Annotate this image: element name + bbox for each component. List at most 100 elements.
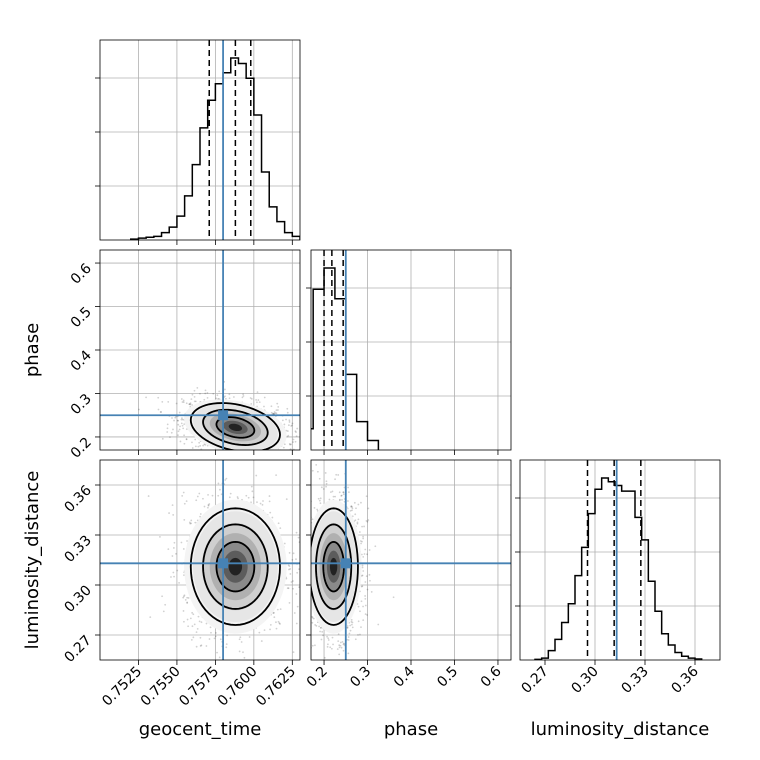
sample-point (167, 548, 170, 550)
sample-point (289, 443, 292, 446)
sample-point (185, 500, 188, 502)
x-tick-label: 0.7600 (215, 664, 261, 710)
sample-point (264, 455, 266, 457)
sample-point (351, 626, 354, 629)
sample-point (325, 480, 328, 483)
sample-point (275, 412, 278, 415)
sample-point (210, 451, 212, 453)
sample-point (177, 419, 179, 422)
sample-point (283, 443, 286, 446)
contour-line (202, 523, 269, 610)
sample-point (302, 421, 304, 423)
sample-point (338, 646, 341, 649)
sample-point (317, 497, 320, 500)
sample-point (316, 508, 319, 511)
sample-point (361, 585, 364, 588)
sample-point (200, 448, 203, 450)
sample-point (180, 398, 183, 400)
sample-point (181, 424, 184, 427)
sample-point (301, 512, 303, 514)
x-tick-label: 0.3 (347, 664, 374, 691)
sample-point (297, 602, 299, 604)
sample-point (357, 605, 360, 608)
sample-point (208, 638, 211, 640)
sample-point (311, 621, 314, 624)
sample-point (277, 409, 279, 411)
sample-point (351, 515, 354, 518)
sample-point (228, 397, 231, 400)
sample-point (340, 494, 343, 497)
sample-point (185, 438, 188, 441)
truth-marker (218, 410, 229, 421)
sample-point (288, 551, 291, 554)
sample-point (336, 648, 339, 651)
sample-point (250, 397, 253, 400)
sample-point (295, 531, 298, 534)
sample-point (311, 644, 314, 647)
sample-point (253, 456, 255, 458)
sample-point (366, 553, 368, 556)
sample-point (289, 568, 292, 570)
sample-point (315, 624, 318, 627)
sample-point (347, 652, 350, 655)
sample-point (287, 564, 290, 567)
sample-point (286, 587, 289, 590)
sample-point (199, 636, 202, 639)
sample-point (193, 396, 196, 398)
sample-point (301, 656, 303, 658)
sample-point (307, 568, 309, 570)
sample-point (364, 597, 367, 600)
sample-point (355, 507, 357, 510)
panel-frame (99, 39, 301, 241)
sample-point (294, 571, 296, 573)
sample-point (283, 542, 286, 545)
sample-point (291, 558, 294, 561)
sample-point (331, 636, 334, 639)
sample-point (265, 457, 267, 459)
sample-point (307, 558, 309, 560)
sample-point (302, 525, 304, 527)
panel-frame (519, 459, 721, 661)
sample-point (351, 507, 354, 510)
sample-point (314, 644, 316, 647)
sample-point (338, 653, 341, 656)
sample-point (356, 603, 359, 605)
sample-point (252, 496, 255, 499)
density-shading (311, 499, 362, 634)
sample-point (208, 503, 211, 505)
sample-point (306, 537, 308, 539)
sample-point (361, 564, 364, 567)
sample-point (194, 400, 197, 403)
sample-point (354, 638, 357, 641)
sample-point (354, 519, 357, 522)
sample-point (341, 498, 343, 501)
sample-point (327, 637, 330, 640)
sample-point (307, 638, 309, 640)
sample-point (183, 502, 186, 505)
sample-point (179, 425, 181, 428)
sample-point (337, 474, 340, 476)
sample-point (259, 502, 262, 505)
sample-point (322, 634, 324, 637)
sample-point (301, 586, 303, 588)
sample-point (292, 552, 295, 555)
sample-point (337, 640, 340, 643)
sample-point (171, 417, 173, 419)
sample-point (364, 581, 367, 583)
sample-point (367, 507, 370, 510)
sample-point (238, 458, 240, 460)
sample-point (305, 442, 307, 444)
sample-point (245, 452, 247, 454)
sample-point (196, 386, 199, 389)
sample-point (350, 623, 353, 626)
sample-point (364, 604, 367, 607)
sample-point (182, 491, 185, 494)
sample-point (255, 474, 258, 477)
sample-point (305, 548, 307, 550)
sample-point (269, 628, 271, 631)
sample-point (360, 585, 363, 588)
sample-point (332, 495, 335, 498)
sample-point (184, 446, 186, 448)
sample-point (258, 458, 260, 460)
sample-point (306, 585, 308, 587)
